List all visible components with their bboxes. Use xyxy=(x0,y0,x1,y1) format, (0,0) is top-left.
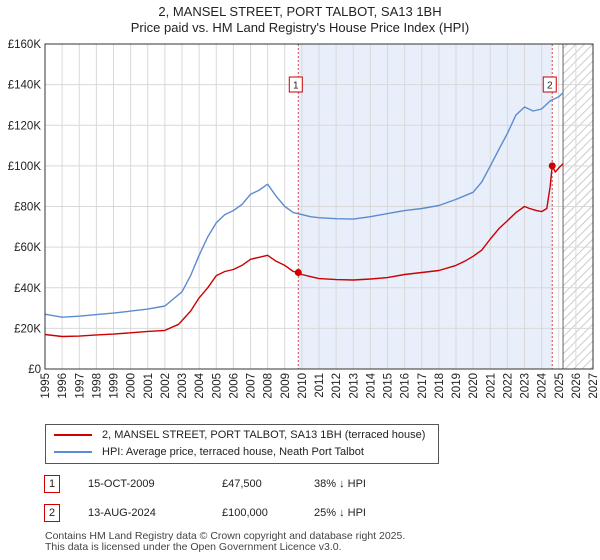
x-tick-label: 2020 xyxy=(468,373,480,399)
x-tick-label: 2026 xyxy=(571,373,583,399)
x-tick-label: 2012 xyxy=(331,373,343,399)
y-tick-label: £20K xyxy=(14,323,41,335)
x-tick-label: 2021 xyxy=(485,373,497,399)
x-tick-label: 2016 xyxy=(400,373,412,399)
x-tick-label: 1999 xyxy=(109,373,121,399)
x-tick-label: 2024 xyxy=(537,372,549,398)
transaction-hpi-diff: 38% ↓ HPI xyxy=(314,478,366,490)
footer-attribution: Contains HM Land Registry data © Crown c… xyxy=(45,531,405,553)
x-tick-label: 2008 xyxy=(263,373,275,399)
marker-label: 1 xyxy=(293,81,299,92)
transaction-price: £100,000 xyxy=(222,507,268,519)
legend-line-hpi xyxy=(54,451,92,453)
y-tick-label: £100K xyxy=(8,161,42,173)
legend-label-hpi: HPI: Average price, terraced house, Neat… xyxy=(102,446,364,458)
marker-box xyxy=(288,76,303,93)
hpi-line xyxy=(45,92,564,318)
x-tick-label: 2010 xyxy=(297,373,309,399)
transaction-number-badge: 1 xyxy=(44,475,60,493)
x-tick-label: 2000 xyxy=(126,373,138,399)
y-tick-label: £120K xyxy=(8,120,42,132)
x-tick-label: 2003 xyxy=(177,373,189,399)
transaction-row-1: 1 15-OCT-2009 £47,500 38% ↓ HPI xyxy=(0,474,600,494)
x-tick-label: 2011 xyxy=(314,373,326,398)
chart-subtitle: Price paid vs. HM Land Registry's House … xyxy=(130,20,470,35)
x-tick-label: 2002 xyxy=(160,373,172,399)
x-tick-label: 2001 xyxy=(143,373,155,399)
x-tick-label: 2019 xyxy=(451,373,463,399)
y-tick-label: £60K xyxy=(14,242,41,254)
transaction-row-2: 2 13-AUG-2024 £100,000 25% ↓ HPI xyxy=(0,503,600,523)
sale-point xyxy=(294,269,302,277)
sale-point xyxy=(548,162,556,170)
y-tick-label: £140K xyxy=(8,80,42,92)
x-tick-label: 2022 xyxy=(502,373,514,399)
y-tick-label: £80K xyxy=(14,202,41,214)
x-tick-label: 2006 xyxy=(228,373,240,399)
chart-title: 2, MANSEL STREET, PORT TALBOT, SA13 1BH xyxy=(158,4,442,19)
marker-box xyxy=(542,76,557,93)
x-tick-label: 1998 xyxy=(91,373,103,399)
transaction-date: 15-OCT-2009 xyxy=(88,478,155,490)
x-tick-label: 1997 xyxy=(74,373,86,399)
y-tick-label: £0 xyxy=(28,364,41,376)
x-tick-label: 2009 xyxy=(280,373,292,399)
y-tick-label: £160K xyxy=(8,39,42,51)
x-tick-label: 2015 xyxy=(383,373,395,399)
legend: 2, MANSEL STREET, PORT TALBOT, SA13 1BH … xyxy=(45,424,439,464)
legend-line-property xyxy=(54,434,92,436)
x-tick-label: 2023 xyxy=(520,373,532,399)
x-tick-label: 1996 xyxy=(57,373,69,399)
price-chart: 1 2 £0 £20K £40K £60K £80K £100K £120K £140K £160K… xyxy=(8,39,600,399)
transaction-date: 13-AUG-2024 xyxy=(88,507,156,519)
x-tick-label: 2025 xyxy=(554,373,566,399)
marker-label: 2 xyxy=(547,81,553,92)
footer-copyright: Contains HM Land Registry data © Crown c… xyxy=(45,530,406,542)
x-tick-label: 2018 xyxy=(434,373,446,399)
legend-label-property: 2, MANSEL STREET, PORT TALBOT, SA13 1BH … xyxy=(102,429,426,441)
x-tick-label: 2013 xyxy=(348,373,360,399)
transaction-price: £47,500 xyxy=(222,478,262,490)
x-tick-label: 2007 xyxy=(246,373,258,399)
y-tick-label: £40K xyxy=(14,283,41,295)
x-tick-label: 2017 xyxy=(417,373,429,399)
transaction-hpi-diff: 25% ↓ HPI xyxy=(314,507,366,519)
x-tick-label: 1995 xyxy=(40,373,52,399)
footer-license: This data is licensed under the Open Gov… xyxy=(45,541,342,553)
property-price-line xyxy=(45,163,564,338)
x-tick-label: 2005 xyxy=(211,373,223,399)
transaction-number-badge: 2 xyxy=(44,504,60,522)
plot-frame xyxy=(44,43,594,370)
x-tick-label: 2014 xyxy=(365,372,377,398)
x-tick-label: 2027 xyxy=(588,373,600,399)
x-tick-label: 2004 xyxy=(194,372,206,398)
